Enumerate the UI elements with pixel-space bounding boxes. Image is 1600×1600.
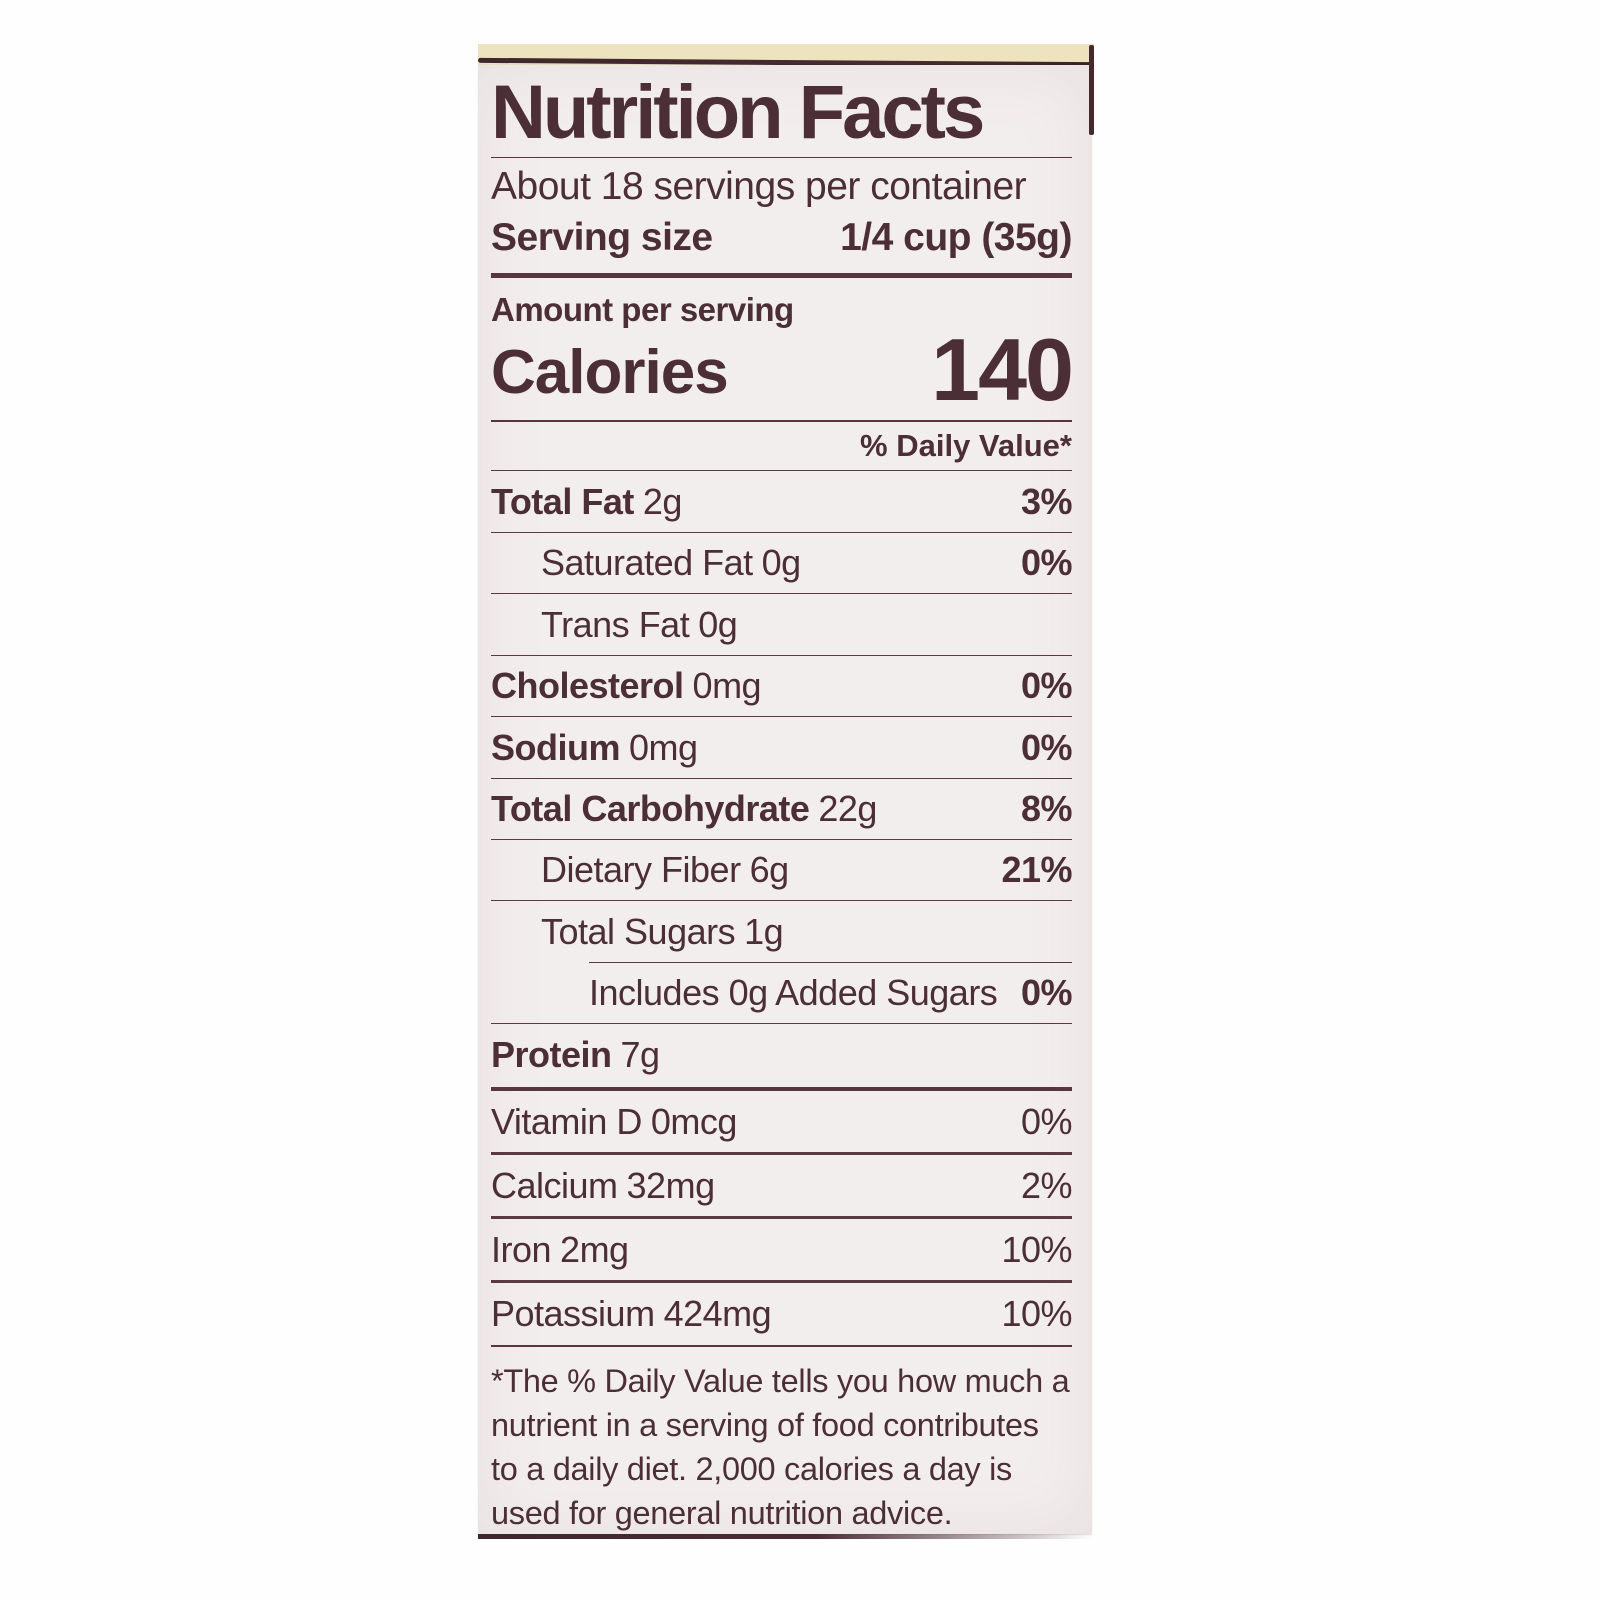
- rule: [491, 1216, 1072, 1220]
- nutrient-name: Total Sugars 1g: [541, 910, 784, 952]
- micronutrient-row-vitamin-d: Vitamin D 0mcg 0%: [491, 1091, 1073, 1152]
- nutrient-amount: 0mg: [692, 665, 762, 707]
- nutrient-row-protein: Protein 7g: [491, 1024, 1072, 1085]
- nutrient-amount: 22g: [818, 788, 877, 830]
- nutrient-amount: 7g: [620, 1033, 661, 1075]
- nutrient-name: Potassium 424mg: [491, 1293, 772, 1335]
- nutrient-name: Total Carbohydrate 22g: [491, 788, 877, 830]
- nutrient-amount: 2g: [642, 480, 683, 522]
- daily-value-header: % Daily Value*: [860, 428, 1072, 464]
- micronutrients-section: Vitamin D 0mcg 0% Calcium 32mg 2% Iron 2mg …: [491, 1091, 1073, 1344]
- nutrient-dv: 0%: [1020, 726, 1073, 768]
- title-rule: [491, 157, 1072, 158]
- nutrient-dv: 10%: [1001, 1293, 1072, 1335]
- nutrient-row-total-fat: Total Fat 2g 3%: [491, 471, 1073, 532]
- nutrient-row-sodium: Sodium 0mg 0%: [491, 717, 1073, 778]
- serving-size-row: Serving size 1/4 cup (35g): [491, 212, 1072, 263]
- nutrient-row-cholesterol: Cholesterol 0mg 0%: [491, 655, 1073, 716]
- section-bar-top: [491, 272, 1072, 279]
- section-bar-calories: [491, 420, 1072, 423]
- nutrition-facts-label: Nutrition Facts About 18 servings per co…: [478, 45, 1094, 1539]
- nutrient-row-total-sugars: Total Sugars 1g: [491, 901, 1072, 962]
- nutrient-name: Vitamin D 0mcg: [491, 1101, 738, 1143]
- nutrient-name: Sodium 0mg: [491, 726, 698, 768]
- nutrient-amount: 0g: [698, 603, 738, 645]
- micronutrient-row-calcium: Calcium 32mg 2%: [491, 1155, 1073, 1216]
- nutrient-name: Saturated Fat 0g: [541, 542, 802, 584]
- nutrient-row-added-sugars: Includes 0g Added Sugars 0%: [491, 962, 1073, 1023]
- daily-value-footnote: *The % Daily Value tells you how much a …: [491, 1363, 1070, 1532]
- nutrient-dv: 0%: [1020, 1101, 1073, 1143]
- nutrient-amount: 32mg: [626, 1165, 716, 1207]
- amount-per-serving-label: Amount per serving: [491, 291, 794, 329]
- servings-per-container: About 18 servings per container: [491, 164, 1027, 208]
- calories-row: Calories 140: [491, 320, 1074, 420]
- serving-size-value: 1/4 cup (35g): [840, 215, 1072, 259]
- nutrient-amount: 1g: [744, 910, 784, 952]
- label-title: Nutrition Facts: [491, 70, 985, 155]
- nutrient-dv: 21%: [1001, 849, 1072, 891]
- nutrient-name: Iron 2mg: [491, 1229, 629, 1271]
- nutrient-amount: 424mg: [663, 1293, 772, 1335]
- section-bar-footnote: [491, 1345, 1072, 1348]
- nutrient-row-saturated-fat: Saturated Fat 0g 0%: [491, 532, 1073, 593]
- label-right-edge: [1089, 45, 1094, 135]
- nutrient-dv: 0%: [1020, 972, 1073, 1014]
- nutrient-name: Protein 7g: [491, 1033, 661, 1075]
- nutrient-amount: 0mcg: [650, 1101, 738, 1143]
- rule: [491, 1152, 1072, 1156]
- nutrient-dv: 2%: [1020, 1165, 1073, 1207]
- nutrient-name: Includes 0g Added Sugars: [589, 972, 998, 1014]
- section-bar-micronutrients: [491, 1086, 1072, 1092]
- nutrient-amount: 6g: [749, 849, 790, 891]
- nutrient-dv: 3%: [1020, 480, 1073, 522]
- label-bottom-edge: [478, 1534, 1092, 1539]
- nutrient-amount: 0mg: [629, 726, 698, 768]
- nutrient-dv: 10%: [1001, 1229, 1072, 1271]
- micronutrient-row-iron: Iron 2mg 10%: [491, 1219, 1072, 1280]
- nutrient-name: Dietary Fiber 6g: [541, 849, 790, 891]
- nutrient-name: Total Fat 2g: [491, 480, 683, 522]
- serving-size-label: Serving size: [491, 215, 713, 259]
- nutrient-row-total-carbohydrate: Total Carbohydrate 22g 8%: [491, 778, 1073, 839]
- nutrient-amount: 0g: [761, 542, 802, 584]
- calories-label: Calories: [491, 338, 729, 408]
- nutrient-name: Trans Fat 0g: [541, 603, 738, 645]
- rule: [491, 1280, 1072, 1284]
- nutrient-dv: 8%: [1020, 788, 1073, 830]
- nutrient-amount: 2mg: [560, 1229, 629, 1271]
- micronutrient-row-potassium: Potassium 424mg 10%: [491, 1283, 1072, 1344]
- nutrient-name: Calcium 32mg: [491, 1165, 716, 1207]
- nutrient-dv: 0%: [1020, 665, 1073, 707]
- nutrient-name: Cholesterol 0mg: [491, 665, 762, 707]
- nutrient-dv: 0%: [1020, 542, 1073, 584]
- calories-value: 140: [931, 320, 1074, 420]
- nutrient-row-dietary-fiber: Dietary Fiber 6g 21%: [491, 839, 1072, 900]
- nutrient-row-trans-fat: Trans Fat 0g: [491, 594, 1072, 655]
